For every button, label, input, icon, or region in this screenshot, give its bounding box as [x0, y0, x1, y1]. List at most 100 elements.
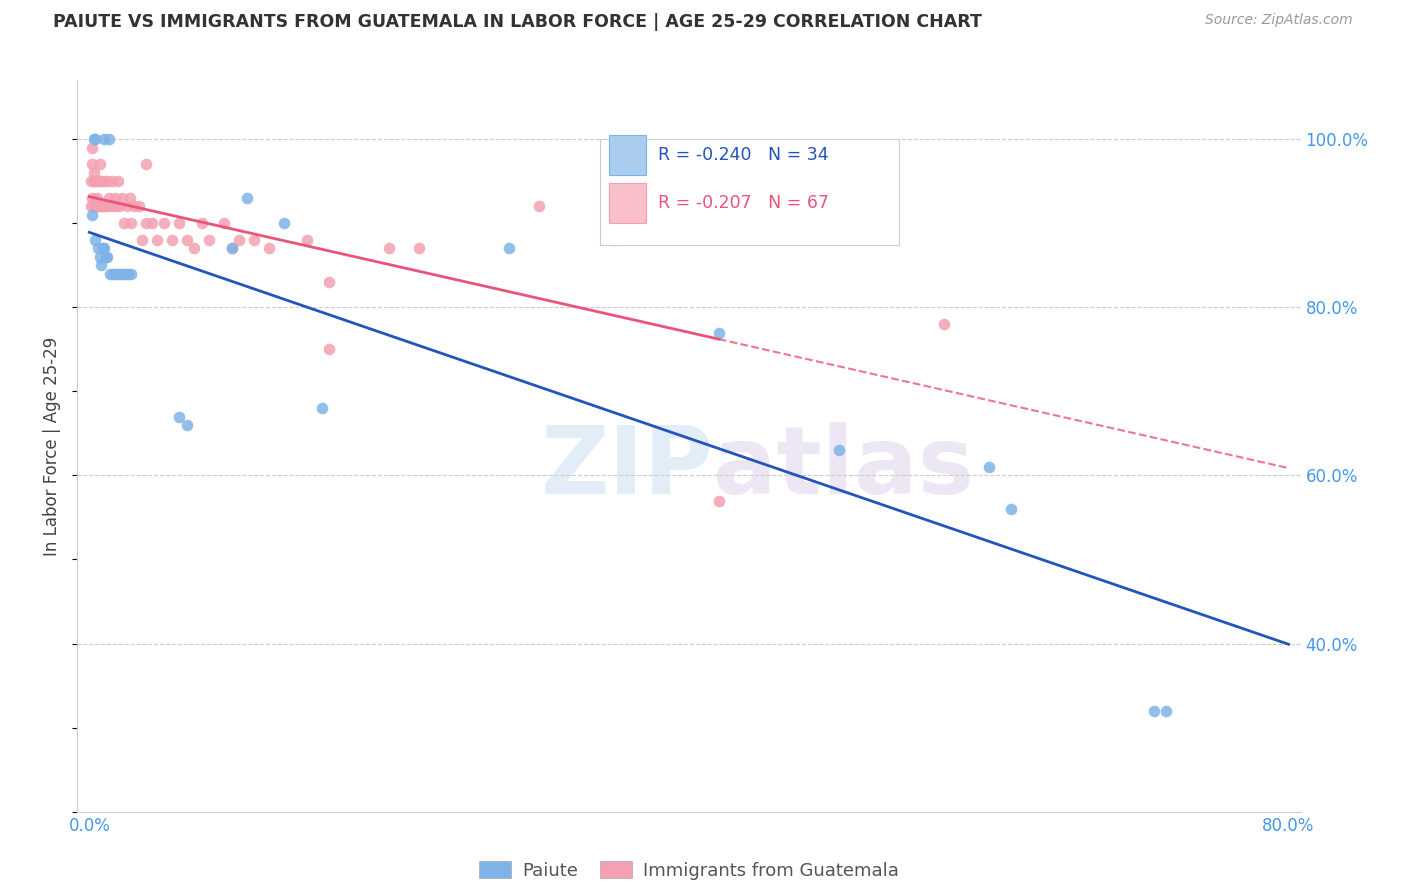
- Point: [146, 233, 169, 247]
- Point: [87, 199, 110, 213]
- Point: [257, 242, 280, 256]
- Point: [120, 267, 142, 281]
- Point: [141, 216, 163, 230]
- Point: [87, 174, 110, 188]
- Point: [96, 174, 118, 188]
- Point: [80, 199, 103, 213]
- Point: [932, 317, 955, 331]
- Point: [378, 242, 401, 256]
- Point: [83, 166, 105, 180]
- Point: [84, 199, 107, 213]
- Text: R = -0.207   N = 67: R = -0.207 N = 67: [658, 194, 830, 212]
- Point: [84, 233, 107, 247]
- Point: [107, 174, 129, 188]
- Point: [131, 233, 153, 247]
- Point: [82, 140, 104, 154]
- Point: [105, 199, 128, 213]
- Point: [91, 242, 114, 256]
- Point: [318, 275, 340, 289]
- Point: [93, 199, 115, 213]
- Point: [80, 174, 103, 188]
- Legend: Paiute, Immigrants from Guatemala: Paiute, Immigrants from Guatemala: [471, 854, 907, 887]
- Point: [124, 199, 146, 213]
- Point: [83, 174, 105, 188]
- Point: [112, 216, 135, 230]
- Point: [176, 233, 198, 247]
- Point: [128, 199, 150, 213]
- Point: [89, 199, 111, 213]
- Point: [1143, 704, 1166, 718]
- Point: [707, 493, 730, 508]
- Point: [90, 174, 112, 188]
- Point: [93, 242, 115, 256]
- Point: [104, 191, 127, 205]
- Point: [91, 199, 114, 213]
- Point: [221, 242, 243, 256]
- Point: [86, 174, 108, 188]
- Point: [111, 267, 134, 281]
- Point: [82, 157, 104, 171]
- Point: [221, 242, 243, 256]
- Point: [115, 199, 138, 213]
- Text: ZIP: ZIP: [540, 422, 713, 514]
- Point: [228, 233, 250, 247]
- Text: Source: ZipAtlas.com: Source: ZipAtlas.com: [1205, 13, 1353, 28]
- Point: [118, 191, 141, 205]
- Point: [87, 242, 110, 256]
- Point: [160, 233, 183, 247]
- Point: [120, 216, 142, 230]
- Point: [243, 233, 266, 247]
- Point: [114, 267, 136, 281]
- Y-axis label: In Labor Force | Age 25-29: In Labor Force | Age 25-29: [44, 336, 62, 556]
- FancyBboxPatch shape: [599, 139, 900, 245]
- Point: [527, 199, 550, 213]
- Point: [96, 250, 118, 264]
- Point: [498, 242, 520, 256]
- Point: [84, 132, 107, 146]
- Point: [97, 132, 120, 146]
- Point: [603, 233, 626, 247]
- Point: [135, 216, 157, 230]
- Point: [97, 191, 120, 205]
- Point: [1154, 704, 1177, 718]
- Point: [98, 199, 121, 213]
- Point: [153, 216, 176, 230]
- Text: atlas: atlas: [713, 422, 974, 514]
- Point: [98, 267, 121, 281]
- Point: [198, 233, 221, 247]
- Point: [83, 199, 105, 213]
- Point: [94, 199, 117, 213]
- Point: [295, 233, 318, 247]
- Text: R = -0.240   N = 34: R = -0.240 N = 34: [658, 146, 830, 164]
- Point: [190, 216, 212, 230]
- Point: [90, 199, 112, 213]
- Point: [103, 199, 125, 213]
- FancyBboxPatch shape: [609, 183, 647, 223]
- Point: [176, 417, 198, 432]
- Point: [84, 199, 107, 213]
- Point: [101, 174, 124, 188]
- Point: [82, 191, 104, 205]
- Point: [273, 216, 295, 230]
- Point: [111, 191, 134, 205]
- Point: [135, 157, 157, 171]
- Point: [89, 157, 111, 171]
- Point: [89, 250, 111, 264]
- Point: [169, 216, 191, 230]
- Point: [828, 443, 851, 458]
- Point: [83, 199, 105, 213]
- Point: [235, 191, 257, 205]
- Point: [84, 174, 107, 188]
- Text: PAIUTE VS IMMIGRANTS FROM GUATEMALA IN LABOR FORCE | AGE 25-29 CORRELATION CHART: PAIUTE VS IMMIGRANTS FROM GUATEMALA IN L…: [53, 13, 983, 31]
- Point: [86, 191, 108, 205]
- Point: [977, 460, 1000, 475]
- Point: [103, 267, 125, 281]
- Point: [82, 208, 104, 222]
- Point: [93, 174, 115, 188]
- Point: [117, 267, 139, 281]
- Point: [1000, 502, 1022, 516]
- Point: [105, 267, 128, 281]
- Point: [707, 326, 730, 340]
- Point: [311, 401, 333, 416]
- Point: [94, 250, 117, 264]
